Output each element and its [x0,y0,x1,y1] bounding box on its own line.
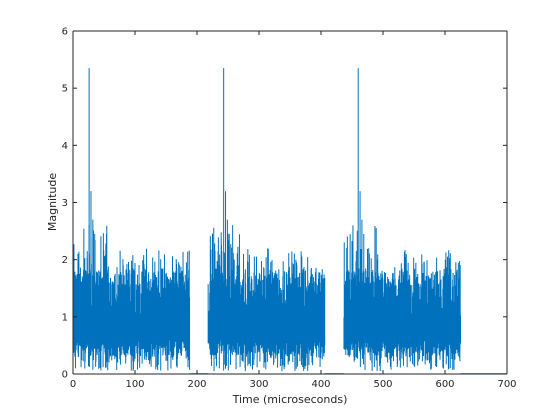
x-axis-label: Time (microseconds) [232,393,348,406]
y-tick-label: 5 [62,84,68,95]
x-tick-label: 300 [249,379,268,390]
burst-trace [207,225,326,372]
y-tick-label: 6 [62,27,68,38]
x-tick-label: 200 [187,379,206,390]
y-tick-label: 2 [62,255,68,266]
x-tick-label: 100 [125,379,144,390]
x-tick-label: 500 [373,379,392,390]
signal-burst [343,68,461,372]
x-tick-label: 700 [497,379,516,390]
y-axis-label: Magnitude [46,173,59,232]
y-tick-label: 3 [62,198,68,209]
y-tick-label: 4 [62,141,68,152]
series-layer [72,68,507,375]
x-tick-label: 0 [70,379,76,390]
ticks-layer: 0 100 200 300 400 500 600 700 0 1 2 3 4 5 6 [62,27,517,391]
x-tick-label: 400 [311,379,330,390]
signal-burst [72,68,191,371]
x-tick-label: 600 [435,379,454,390]
y-tick-label: 0 [62,370,68,381]
signal-burst [207,68,326,372]
y-tick-label: 1 [62,312,68,323]
